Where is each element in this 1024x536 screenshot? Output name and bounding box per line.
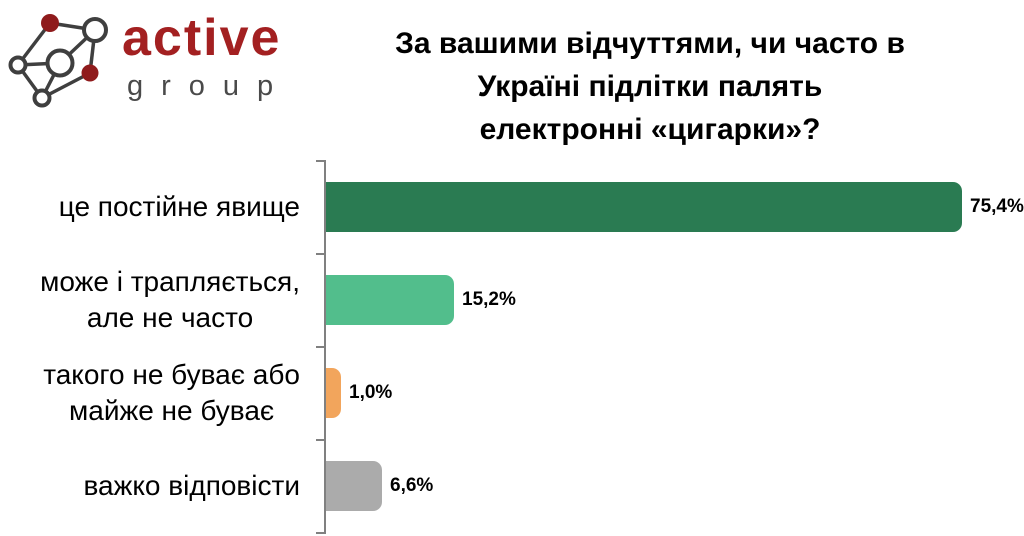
y-axis-line [324, 160, 326, 534]
chart-title-line-3: електронні «цигарки»? [479, 113, 821, 146]
chart-title: За вашими відчуттями, чи часто в Україні… [370, 22, 930, 151]
category-label-line: але не часто [86, 302, 254, 333]
bar [326, 461, 382, 511]
chart-title-line-2: Україні підлітки палять [477, 70, 823, 103]
category-label-line: може і трапляється, [40, 266, 300, 297]
category-label: важко відповісти [83, 468, 300, 504]
value-label: 75,4% [970, 196, 1024, 217]
axis-tick [316, 253, 325, 255]
bar [326, 368, 341, 418]
category-label: може і трапляється, але не часто [40, 264, 300, 336]
axis-tick [316, 160, 325, 162]
value-label: 15,2% [462, 289, 516, 310]
axis-tick [316, 532, 325, 534]
category-label-line: такого не буває або [43, 359, 300, 390]
category-label: це постійне явище [59, 189, 300, 225]
chart-title-line-1: За вашими відчуттями, чи часто в [395, 27, 905, 60]
category-label: такого не буває або майже не буває [43, 357, 300, 429]
axis-tick [316, 439, 325, 441]
brand-name-primary: active [122, 9, 282, 67]
category-label-line: майже не буває [69, 395, 275, 426]
value-label: 6,6% [390, 475, 434, 496]
value-label: 1,0% [349, 382, 393, 403]
bar [326, 182, 962, 232]
category-label-line: важко відповісти [83, 470, 300, 501]
brand-name-secondary: group [127, 70, 292, 102]
network-graph-icon [8, 14, 108, 108]
axis-tick [316, 346, 325, 348]
network-nodes [8, 14, 108, 108]
bar [326, 275, 454, 325]
category-label-line: це постійне явище [58, 191, 300, 222]
